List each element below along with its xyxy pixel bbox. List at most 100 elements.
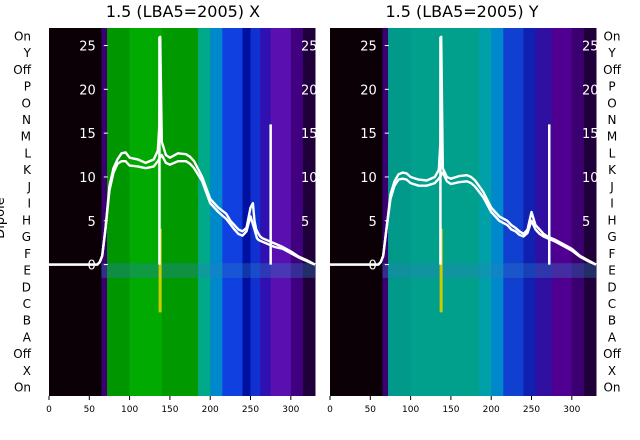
dipole-label-2: Off [13,63,31,77]
dipole-label-18: A [608,330,617,344]
band-6 [210,28,223,396]
band-8 [242,28,252,396]
x-tick-label-5: 250 [242,405,259,415]
dipole-label-21: On [603,381,620,395]
overlay-tick-right-4: 20 [582,83,599,98]
dipole-label-5: N [22,113,31,127]
x-tick-label-6: 300 [282,405,299,415]
panel-x: 1.5 (LBA5=2005) X Dipole 0 5 10 15 20 25 5 10 15… [0,2,318,415]
overlay-tick-right-4: 20 [301,83,318,98]
band-13 [302,28,316,396]
overlay-tick-label-3: 15 [360,127,377,142]
band-10 [571,28,585,396]
center-stripe [439,228,443,313]
band-9 [551,28,573,396]
x-tick-label-5: 250 [523,405,540,415]
dipole-label-0: On [603,29,620,43]
highlight-row [382,263,596,278]
overlay-tick-label-1: 5 [368,215,376,230]
band-7 [523,28,537,396]
dipole-label-3: P [608,80,615,94]
dipole-label-6: M [21,130,31,144]
dipole-label-11: H [22,213,31,227]
dipole-label-4: O [22,96,31,110]
band-3 [129,28,163,396]
overlay-tick-label-4: 20 [360,83,377,98]
x-tick-label-4: 200 [483,405,500,415]
dipole-label-10: I [27,197,31,211]
dipole-label-9: J [609,180,614,194]
band-6 [503,28,524,396]
dipole-label-13: F [609,247,616,261]
dipole-label-8: K [23,163,32,177]
series-line-1 [330,171,597,266]
overlay-tick-right-3: 15 [301,127,318,142]
overlay-tick-label-5: 25 [360,40,377,55]
center-stripe [158,228,162,313]
dipole-label-4: O [607,96,616,110]
x-tick-label-0: 0 [327,405,333,415]
dipole-label-14: E [608,264,616,278]
band-11 [583,28,597,396]
band-2 [107,28,131,396]
dipole-label-21: On [14,381,31,395]
band-0 [49,28,102,396]
dipole-label-5: N [608,113,617,127]
dipole-label-16: C [23,297,31,311]
dipole-label-19: Off [13,347,31,361]
highlight-row [101,263,315,278]
x-tick-label-6: 300 [563,405,580,415]
dipole-label-13: F [24,247,31,261]
x-tick-label-1: 50 [365,405,377,415]
band-2 [388,28,412,396]
dipole-label-7: L [609,146,616,160]
band-4 [161,28,199,396]
overlay-tick-label-3: 15 [79,127,96,142]
band-9 [250,28,261,396]
band-1 [101,28,108,396]
x-tick-label-4: 200 [202,405,219,415]
overlay-tick-right-2: 10 [301,171,318,186]
overlay-tick-right-2: 10 [582,171,599,186]
dipole-label-17: B [608,314,616,328]
dipole-label-9: J [26,180,31,194]
dipole-label-16: C [608,297,616,311]
dipole-label-6: M [607,130,617,144]
band-0 [330,28,383,396]
overlay-tick-label-0: 0 [368,259,376,274]
band-1 [382,28,389,396]
overlay-tick-right-1: 5 [301,215,309,230]
dipole-label-15: D [22,280,31,294]
series-line-1 [49,153,316,266]
dipole-label-8: K [608,163,617,177]
dipole-label-10: I [610,197,614,211]
overlay-tick-right-5: 25 [582,40,599,55]
series-line-0 [330,35,597,266]
band-5 [198,28,211,396]
overlay-tick-label-0: 0 [87,259,95,274]
x-tick-label-2: 100 [402,405,419,415]
overlay-tick-right-3: 15 [582,127,599,142]
dipole-label-14: E [23,264,31,278]
panel-x-ylabel: Dipole [0,197,8,238]
dipole-label-12: G [607,230,616,244]
overlay-tick-label-2: 10 [79,171,96,186]
dipole-label-20: X [608,364,616,378]
dipole-label-12: G [22,230,31,244]
dipole-label-20: X [23,364,31,378]
band-8 [535,28,553,396]
overlay-tick-label-1: 5 [87,215,95,230]
band-11 [270,28,292,396]
dipole-label-3: P [24,80,31,94]
panel-y-title: 1.5 (LBA5=2005) Y [385,2,538,21]
dipole-label-15: D [607,280,616,294]
dipole-label-17: B [23,314,31,328]
x-tick-label-1: 50 [84,405,96,415]
overlay-tick-label-4: 20 [79,83,96,98]
dipole-label-18: A [23,330,32,344]
dipole-label-2: Off [603,63,621,77]
x-tick-label-0: 0 [46,405,52,415]
band-7 [222,28,243,396]
